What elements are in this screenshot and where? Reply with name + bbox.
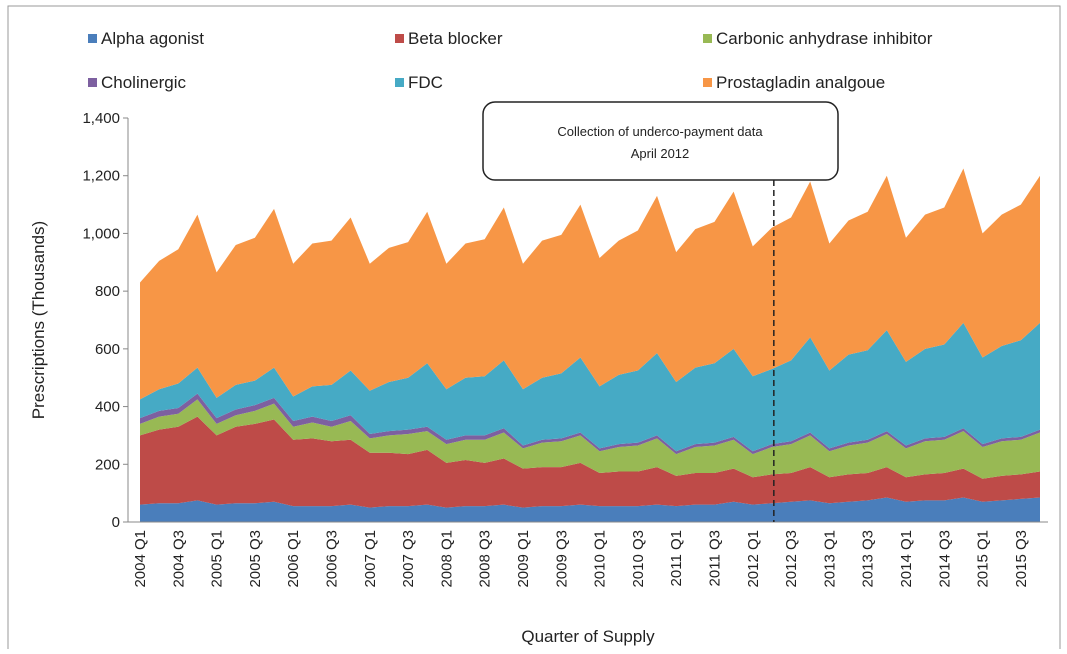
x-tick-label: 2008 Q1 — [438, 530, 455, 588]
x-tick-label: 2012 Q1 — [745, 530, 762, 588]
x-tick-label: 2007 Q1 — [362, 530, 379, 588]
x-tick-label: 2009 Q3 — [553, 530, 570, 588]
x-axis-title: Quarter of Supply — [521, 627, 655, 646]
x-tick-label: 2004 Q1 — [132, 530, 149, 588]
x-tick-label: 2008 Q3 — [477, 530, 494, 588]
legend-label: Alpha agonist — [101, 29, 204, 48]
y-tick-label: 400 — [95, 399, 120, 416]
area — [140, 168, 1040, 400]
x-tick-label: 2014 Q1 — [898, 530, 915, 588]
x-tick-label: 2006 Q1 — [285, 530, 302, 588]
x-tick-label: 2005 Q3 — [247, 530, 264, 588]
x-tick-label: 2013 Q3 — [860, 530, 877, 588]
y-tick-label: 0 — [112, 514, 120, 531]
legend-label: FDC — [408, 73, 443, 92]
legend-swatch — [88, 34, 97, 43]
x-tick-label: 2004 Q3 — [170, 530, 187, 588]
x-tick-label: 2010 Q1 — [592, 530, 609, 588]
y-axis-title: Prescriptions (Thousands) — [29, 221, 48, 419]
legend-label: Prostagladin analgoue — [716, 73, 885, 92]
area — [140, 322, 1040, 452]
y-tick-label: 200 — [95, 456, 120, 473]
area — [140, 497, 1040, 522]
x-tick-label: 2006 Q3 — [323, 530, 340, 588]
x-tick-label: 2011 Q1 — [668, 530, 685, 586]
area — [140, 393, 1040, 455]
legend-swatch — [395, 78, 404, 87]
annotation-box — [482, 101, 839, 181]
legend-swatch — [88, 78, 97, 87]
area — [140, 399, 1040, 479]
x-tick-label: 2015 Q3 — [1013, 530, 1030, 588]
legend-swatch — [703, 78, 712, 87]
annotation-text: Collection of underco-payment data — [557, 124, 763, 139]
y-tick-label: 1,000 — [82, 225, 120, 242]
x-tick-label: 2005 Q1 — [209, 530, 226, 588]
legend-label: Beta blocker — [408, 29, 503, 48]
annotation-text: April 2012 — [631, 146, 690, 161]
x-tick-label: 2010 Q3 — [630, 530, 647, 588]
legend-label: Cholinergic — [101, 73, 187, 92]
x-tick-label: 2011 Q3 — [706, 530, 723, 586]
y-tick-label: 1,400 — [82, 110, 120, 127]
x-tick-label: 2007 Q3 — [400, 530, 417, 588]
legend-swatch — [703, 34, 712, 43]
y-tick-label: 1,200 — [82, 168, 120, 185]
legend-swatch — [395, 34, 404, 43]
x-tick-label: 2015 Q1 — [975, 530, 992, 588]
x-tick-label: 2014 Q3 — [936, 530, 953, 588]
y-tick-label: 800 — [95, 283, 120, 300]
legend-label: Carbonic anhydrase inhibitor — [716, 29, 933, 48]
y-tick-label: 600 — [95, 341, 120, 358]
x-tick-label: 2012 Q3 — [783, 530, 800, 588]
x-tick-label: 2013 Q1 — [821, 530, 838, 588]
area — [140, 416, 1040, 508]
x-tick-label: 2009 Q1 — [515, 530, 532, 588]
